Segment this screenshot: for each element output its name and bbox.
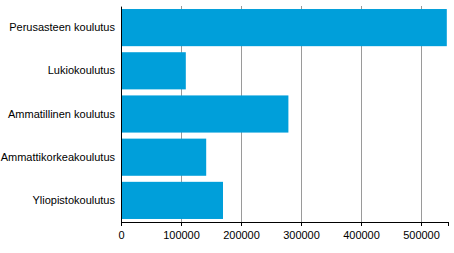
x-tick-label: 100000 — [163, 229, 200, 241]
x-tick-mark — [241, 222, 242, 226]
x-tick-label: 0 — [118, 229, 124, 241]
x-tick-mark — [361, 222, 362, 226]
bar — [121, 9, 447, 46]
bar — [121, 95, 288, 132]
x-tick: 500000 — [403, 222, 440, 241]
y-tick: Lukiokoulutus — [48, 64, 121, 76]
y-tick: Ammatillinen koulutus — [8, 108, 121, 120]
y-tick-label: Ammatillinen koulutus — [8, 108, 115, 120]
bar — [121, 182, 223, 219]
x-tick-mark — [301, 222, 302, 226]
x-tick-mark — [121, 222, 122, 226]
x-tick: 0 — [118, 222, 124, 241]
x-tick: 400000 — [343, 222, 380, 241]
y-tick-label: Lukiokoulutus — [48, 64, 116, 76]
bars — [121, 9, 447, 219]
y-tick-label: Yliopistokoulutus — [32, 194, 115, 206]
x-tick: 300000 — [283, 222, 320, 241]
x-tick: 100000 — [163, 222, 200, 241]
plot: 0 100000 200000 300000 400000 500000 Perusaste… — [1, 6, 449, 241]
chart: 0 100000 200000 300000 400000 500000 Perusaste… — [0, 0, 454, 253]
y-axis: Perusasteen koulutus Lukiokoulutus Ammatil… — [1, 7, 122, 223]
x-axis: 0 100000 200000 300000 400000 500000 — [118, 222, 448, 241]
x-tick: 200000 — [223, 222, 260, 241]
y-tick-label: Perusasteen koulutus — [9, 21, 115, 33]
x-tick-label: 300000 — [283, 229, 320, 241]
x-axis-line — [122, 223, 449, 227]
x-tick-mark — [181, 222, 182, 226]
x-tick-label: 200000 — [223, 229, 260, 241]
y-tick: Perusasteen koulutus — [9, 21, 121, 33]
bar — [121, 139, 206, 176]
y-axis-line — [121, 7, 122, 223]
y-tick: Yliopistokoulutus — [32, 194, 121, 206]
x-tick-label: 400000 — [343, 229, 380, 241]
grid-line — [121, 6, 122, 222]
x-tick-mark — [421, 222, 422, 226]
bar — [121, 52, 186, 89]
x-tick-label: 500000 — [403, 229, 440, 241]
y-tick: Ammattikorkeakoulutus — [1, 151, 121, 163]
y-tick-label: Ammattikorkeakoulutus — [1, 151, 116, 163]
